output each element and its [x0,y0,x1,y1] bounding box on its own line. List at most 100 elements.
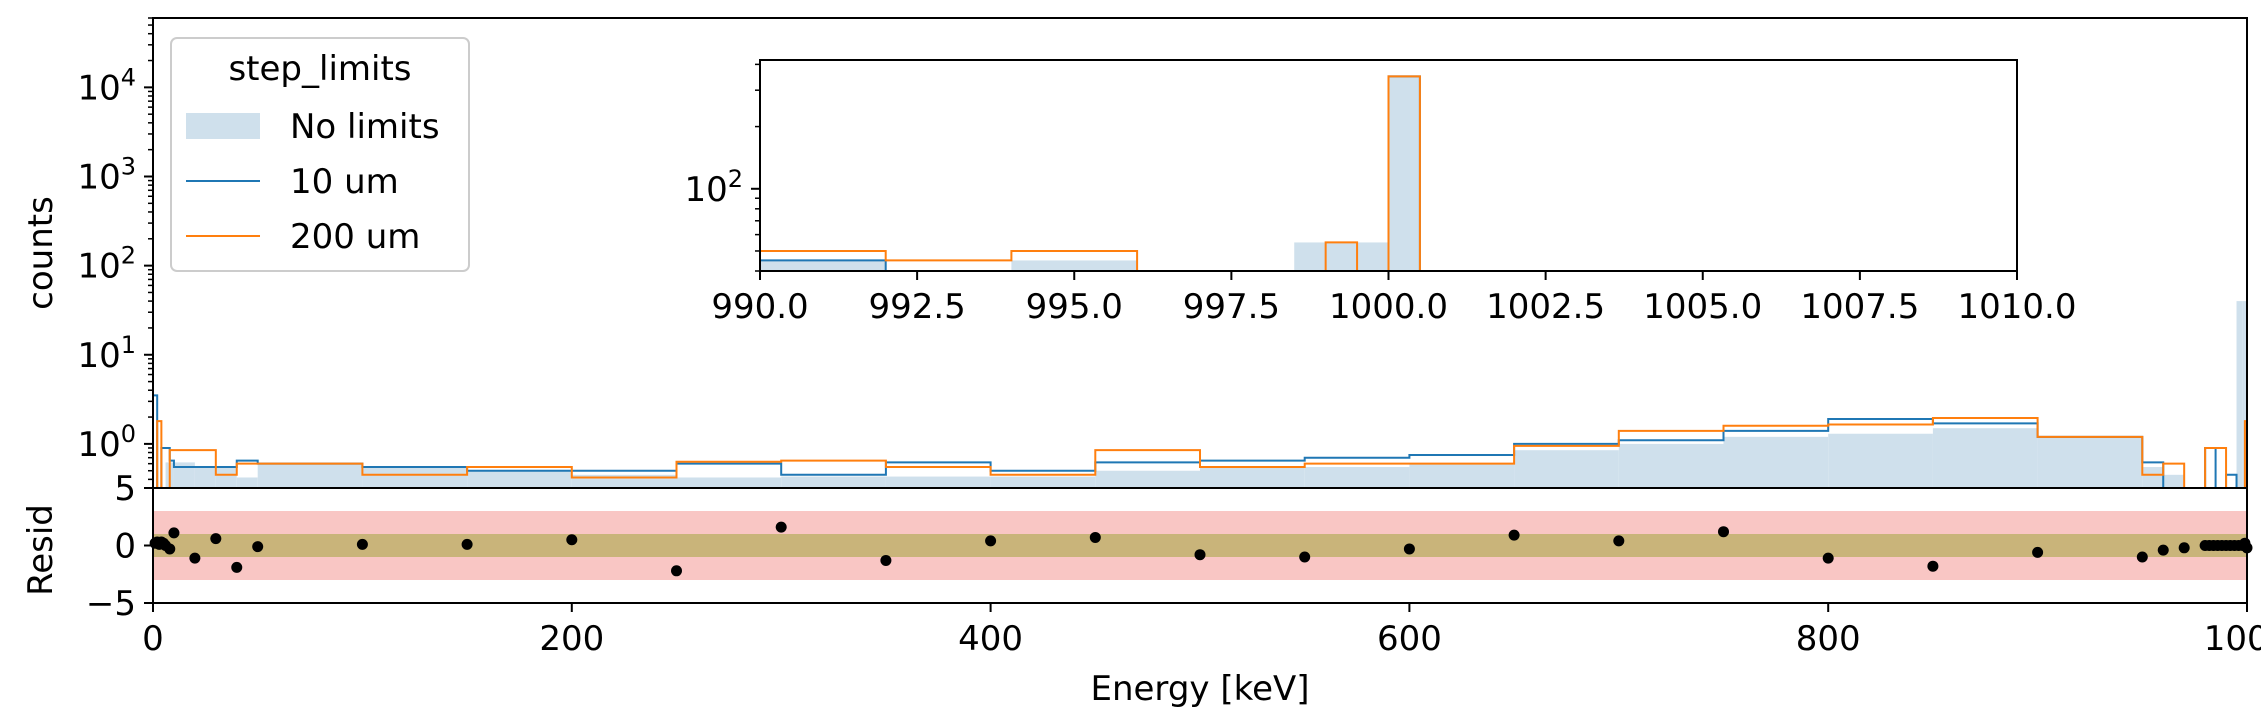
residual-point [1089,531,1101,543]
residual-point [880,554,892,566]
main-bar-no-limits [236,477,258,488]
inset-histogram-panel: 990.0 992.5 995.0 997.5 1000.0 1002.5 1005.0 10… [684,59,2076,327]
residual-point [252,541,264,553]
residual-band-1-sigma [153,534,2247,557]
residuals-x-axis: 0 200 400 600 800 1000 [142,603,2261,659]
residual-point [1822,552,1834,564]
inset-bar-no-limits [760,260,886,271]
residuals-x-tick-label: 600 [1377,619,1442,659]
main-bar-no-limits [2142,467,2164,488]
inset-x-axis: 990.0 992.5 995.0 997.5 1000.0 1002.5 1005.0 10… [711,271,2076,327]
residuals-panel: 02004006008001000 −505 Resid Energy [keV… [21,469,2261,709]
main-bar-no-limits [173,462,195,488]
residuals-y-tick-label: −5 [86,584,136,624]
residual-point [1299,551,1311,563]
residual-points [149,521,2253,577]
inset-x-tick-label: 1005.0 [1643,287,1762,327]
residuals-x-tick-label: 800 [1796,619,1861,659]
residuals-y-tick-label: 0 [114,527,136,567]
main-bar-no-limits [2242,301,2245,488]
main-bar-no-limits [2244,301,2247,488]
inset-y-tick-label: 102 [684,165,743,210]
residual-bands [153,511,2247,580]
residual-point [1613,535,1625,547]
residual-point [2032,546,2044,558]
legend-box [170,37,470,272]
legend-entry-no-limits: No limits [290,107,440,147]
legend-swatch-no-limits [186,113,260,139]
main-bar-no-limits [169,462,174,488]
residual-point [985,535,997,547]
inset-bar-no-limits [1011,260,1138,271]
main-bar-no-limits [2236,301,2243,488]
main-bar-no-limits [165,462,170,488]
residuals-y-axis: −5 0 5 [86,469,153,624]
legend-entry-200um: 200 um [290,217,420,257]
main-bar-no-limits [2163,474,2185,488]
main-bar-no-limits [194,467,216,488]
main-step-200um [153,38,2248,489]
residual-point [671,565,682,577]
main-y-tick-label: 103 [77,152,136,197]
inset-x-tick-label: 1007.5 [1800,287,1919,327]
residual-point [1718,526,1729,538]
inset-x-tick-label: 997.5 [1183,287,1280,327]
main-bar-no-limits [215,467,237,488]
main-bar-no-limits [676,477,782,488]
residuals-x-tick-label: 0 [142,619,164,659]
residual-point [210,533,222,545]
residual-point [164,543,176,555]
main-bar-no-limits [1723,436,1829,488]
residual-point [2136,551,2148,563]
inset-bar-no-limits [1294,242,1326,271]
main-bar-no-limits [1828,433,1933,488]
inset-x-tick-label: 1000.0 [1329,287,1448,327]
inset-x-tick-label: 995.0 [1026,287,1123,327]
residual-point [775,521,787,533]
legend-entry-10um: 10 um [290,162,399,202]
residual-point [2178,542,2190,554]
residual-point [2157,544,2169,556]
main-y-tick-label: 101 [77,331,136,376]
main-bar-no-limits [1932,428,2038,488]
main-bar-no-limits [1200,467,1305,488]
main-y-axis-label: counts [21,196,61,310]
residuals-x-tick-label: 400 [958,619,1023,659]
inset-x-tick-label: 1002.5 [1486,287,1605,327]
residuals-y-tick-label: 5 [114,469,136,509]
residual-point [566,534,578,546]
main-y-tick-label: 104 [77,63,136,108]
main-y-axis: 100 101 102 103 104 [77,17,153,481]
inset-x-tick-label: 992.5 [868,287,965,327]
main-bar-no-limits [1514,450,1619,488]
inset-y-axis: 102 [684,63,760,272]
inset-x-tick-label: 1010.0 [1958,287,2077,327]
inset-histogram-bars [759,75,1421,272]
main-bar-no-limits [362,467,468,488]
residual-point [189,552,201,564]
main-bar-no-limits [2037,436,2143,488]
main-bar-no-limits [1304,467,1410,488]
main-bar-no-limits [885,476,991,488]
residual-point [1403,543,1415,555]
main-y-tick-label: 100 [77,420,136,465]
residual-point [231,561,243,573]
residual-point [461,538,473,550]
main-bar-no-limits [1618,443,1724,488]
inset-bar-no-limits [1357,242,1389,271]
legend-title: step_limits [228,49,411,89]
legend: step_limits No limits 10 um 200 um [170,37,470,272]
residual-point [1508,529,1520,541]
main-y-tick-label: 102 [77,242,136,287]
main-bar-no-limits [1409,463,1515,488]
inset-x-tick-label: 990.0 [711,287,808,327]
main-bar-no-limits [781,476,886,488]
x-axis-label: Energy [keV] [1090,669,1309,709]
inset-bar-no-limits [1388,76,1420,272]
main-bar-no-limits [467,470,572,488]
residual-point [168,527,180,539]
main-bar-no-limits [257,463,363,488]
residual-point [356,538,368,550]
main-bar-no-limits [1095,470,1200,488]
